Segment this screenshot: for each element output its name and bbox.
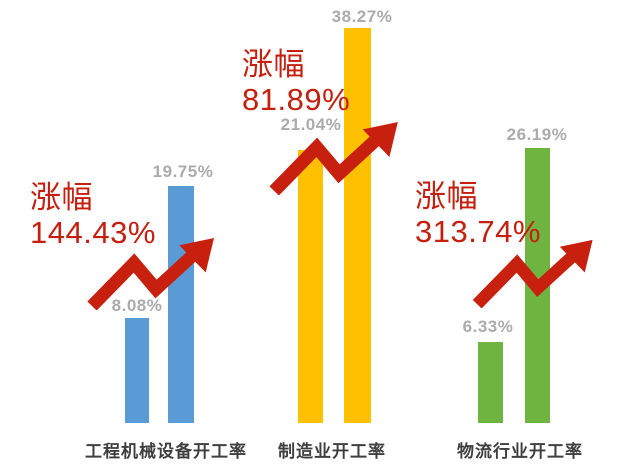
value-label-group3-right: 26.19%: [506, 125, 568, 144]
value-label-group3-left: 6.33%: [462, 317, 514, 336]
category-label-group3: 物流行业开工率: [457, 442, 583, 461]
increase-annotation-group3: 涨幅 313.74%: [415, 179, 541, 249]
bar-group2-left: [298, 150, 323, 423]
value-label-group2-left: 21.04%: [280, 115, 342, 134]
uptrend-arrow-icon-group1: [86, 236, 216, 310]
uptrend-arrow-icon-group2: [268, 120, 400, 195]
bar-group1-right: [168, 186, 194, 423]
uptrend-arrow-icon-group3: [468, 238, 598, 308]
value-label-group1-right: 19.75%: [152, 162, 214, 181]
increase-label-group2: 涨幅: [242, 47, 305, 82]
increase-value-group2: 81.89%: [242, 82, 351, 117]
increase-annotation-group1: 涨幅 144.43%: [30, 180, 156, 250]
bar-group3-left: [478, 342, 503, 423]
category-label-group1: 工程机械设备开工率: [85, 442, 247, 461]
category-label-group2: 制造业开工率: [278, 442, 386, 461]
increase-label-group3: 涨幅: [415, 179, 478, 214]
value-label-group2-right: 38.27%: [331, 7, 393, 26]
increase-label-group1: 涨幅: [30, 180, 93, 215]
increase-value-group1: 144.43%: [30, 215, 156, 250]
increase-value-group3: 313.74%: [415, 214, 541, 249]
value-label-group1-left: 8.08%: [111, 296, 163, 315]
increase-annotation-group2: 涨幅 81.89%: [242, 47, 350, 117]
bar-group2-right: [344, 28, 371, 423]
bar-group1-left: [125, 318, 149, 423]
